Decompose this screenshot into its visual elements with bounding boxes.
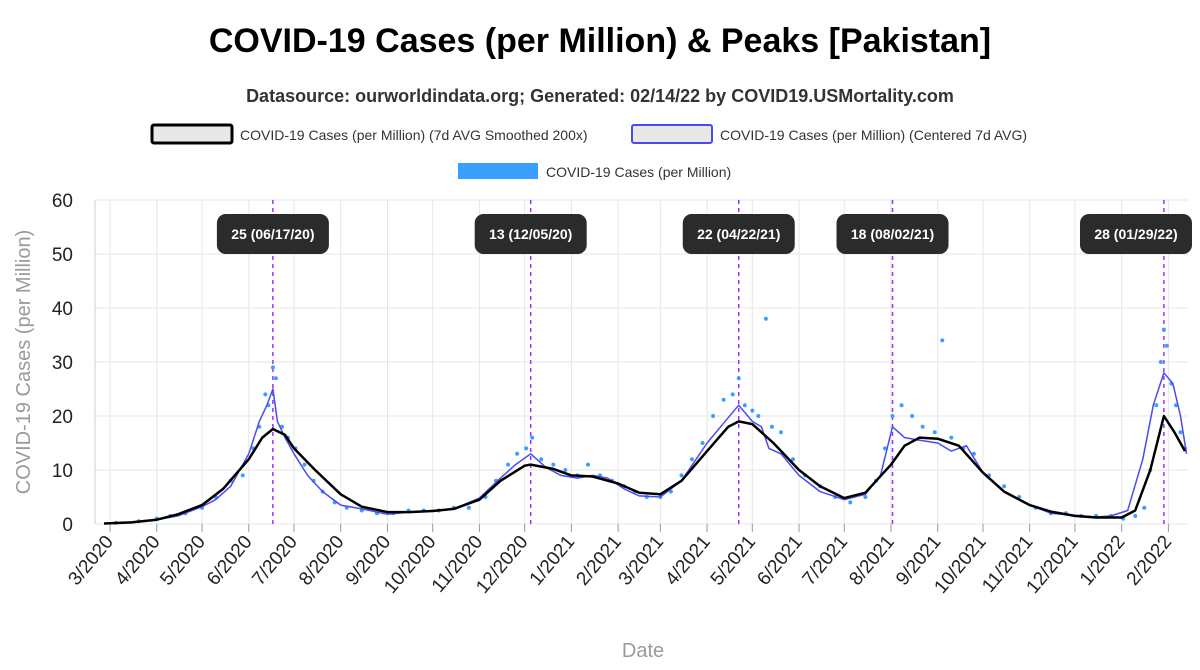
daily-point <box>730 392 735 397</box>
peak-annotation-box <box>682 214 795 254</box>
legend-label-daily: COVID-19 Cases (per Million) <box>546 164 731 180</box>
daily-point <box>763 316 768 321</box>
daily-point <box>690 457 695 462</box>
daily-point <box>1154 403 1159 408</box>
peak-annotation-label: 25 (06/17/20) <box>231 226 314 242</box>
y-axis-ticks: 0 10 20 30 40 50 60 <box>52 191 73 536</box>
x-tick-label: 5/2021 <box>707 532 760 590</box>
daily-point <box>585 462 590 467</box>
daily-point <box>506 462 511 467</box>
y-tick-label: 50 <box>52 245 73 266</box>
legend-label-smoothed: COVID-19 Cases (per Million) (7d AVG Smo… <box>240 127 588 143</box>
x-tick-label: 2/2022 <box>1123 532 1176 590</box>
x-tick-label: 4/2020 <box>111 532 164 590</box>
daily-point <box>270 365 275 370</box>
daily-point <box>240 473 245 478</box>
daily-point <box>563 468 568 472</box>
legend: COVID-19 Cases (per Million) (7d AVG Smo… <box>150 123 1027 180</box>
x-tick-label: 4/2021 <box>661 532 714 590</box>
daily-point <box>1178 430 1183 435</box>
x-tick-label: 3/2020 <box>64 532 117 590</box>
legend-swatch-smoothed <box>150 123 234 145</box>
smoothed-avg-line <box>103 414 1187 525</box>
daily-point <box>890 414 895 418</box>
daily-point <box>910 414 915 418</box>
series-lines <box>103 372 1188 525</box>
daily-point <box>899 403 904 408</box>
daily-point <box>742 403 747 408</box>
x-tick-label: 6/2020 <box>203 532 256 590</box>
daily-point <box>882 446 887 451</box>
daily-point <box>679 473 684 478</box>
y-tick-label: 10 <box>52 461 73 482</box>
daily-point <box>1164 343 1169 348</box>
y-tick-label: 40 <box>52 299 73 320</box>
daily-point <box>1002 484 1007 489</box>
chart-subtitle: Datasource: ourworldindata.org; Generate… <box>246 86 954 106</box>
x-tick-label: 8/2020 <box>295 532 348 590</box>
peak-annotation-box <box>1080 214 1192 254</box>
x-tick-label: 7/2021 <box>799 532 852 590</box>
daily-point <box>524 446 529 451</box>
daily-point <box>1142 505 1147 510</box>
y-tick-label: 20 <box>52 407 73 428</box>
daily-point <box>1161 327 1166 332</box>
y-tick-label: 60 <box>52 191 73 212</box>
x-tick-label: 8/2021 <box>845 532 898 590</box>
peak-annotation-label: 28 (01/29/22) <box>1094 226 1177 242</box>
y-tick-label: 0 <box>62 515 73 536</box>
daily-point <box>940 338 945 343</box>
daily-point <box>466 505 471 510</box>
daily-point <box>791 457 796 462</box>
daily-point <box>273 376 278 381</box>
x-tick-label: 1/2022 <box>1076 532 1129 590</box>
daily-point <box>711 414 716 418</box>
x-tick-label: 3/2021 <box>615 532 668 590</box>
daily-point <box>721 397 726 402</box>
daily-point <box>920 424 925 429</box>
legend-label-centered: COVID-19 Cases (per Million) (Centered 7… <box>720 127 1027 143</box>
daily-point <box>515 451 520 456</box>
daily-point <box>263 392 268 397</box>
peak-annotation-box <box>836 214 949 254</box>
chart-title: COVID-19 Cases (per Million) & Peaks [Pa… <box>208 22 992 60</box>
peak-lines <box>272 200 1165 524</box>
daily-point <box>551 462 556 467</box>
daily-point <box>778 430 783 435</box>
daily-point <box>1133 513 1138 518</box>
peak-annotation-label: 13 (12/05/20) <box>489 226 572 242</box>
legend-swatch-daily <box>458 163 538 179</box>
daily-point <box>848 500 853 505</box>
daily-point <box>756 414 761 418</box>
peak-annotation-label: 22 (04/22/21) <box>697 226 780 242</box>
x-axis-label: Date <box>622 640 664 662</box>
peak-annotations: 25 (06/17/20) 13 (12/05/20) 22 (04/22/21) 1… <box>216 214 1192 254</box>
daily-point <box>530 435 535 440</box>
daily-point <box>1158 360 1163 364</box>
daily-point <box>949 435 954 440</box>
daily-point <box>700 441 705 445</box>
x-tick-label: 7/2020 <box>248 532 301 590</box>
daily-point <box>932 430 937 435</box>
x-tick-label: 1/2021 <box>526 532 579 590</box>
daily-point <box>1173 403 1178 408</box>
x-tick-label: 5/2020 <box>156 532 209 590</box>
daily-point <box>539 457 544 462</box>
daily-point <box>302 462 307 467</box>
daily-point <box>971 451 976 456</box>
legend-swatch-centered <box>631 124 713 144</box>
daily-point <box>769 424 774 429</box>
x-tick-label: 6/2021 <box>753 532 806 590</box>
peak-annotation-box <box>474 214 587 254</box>
daily-point <box>736 376 741 381</box>
x-axis-ticks: 3/20204/20205/20206/20207/20208/20209/20… <box>64 524 1176 598</box>
x-tick-label: 2/2021 <box>573 532 626 590</box>
y-tick-label: 30 <box>52 353 73 374</box>
daily-point <box>863 495 868 499</box>
peak-annotation-box <box>216 214 329 254</box>
y-axis-label: COVID-19 Cases (per Million) <box>13 230 35 495</box>
daily-point <box>750 408 755 413</box>
peak-annotation-label: 18 (08/02/21) <box>851 226 934 242</box>
